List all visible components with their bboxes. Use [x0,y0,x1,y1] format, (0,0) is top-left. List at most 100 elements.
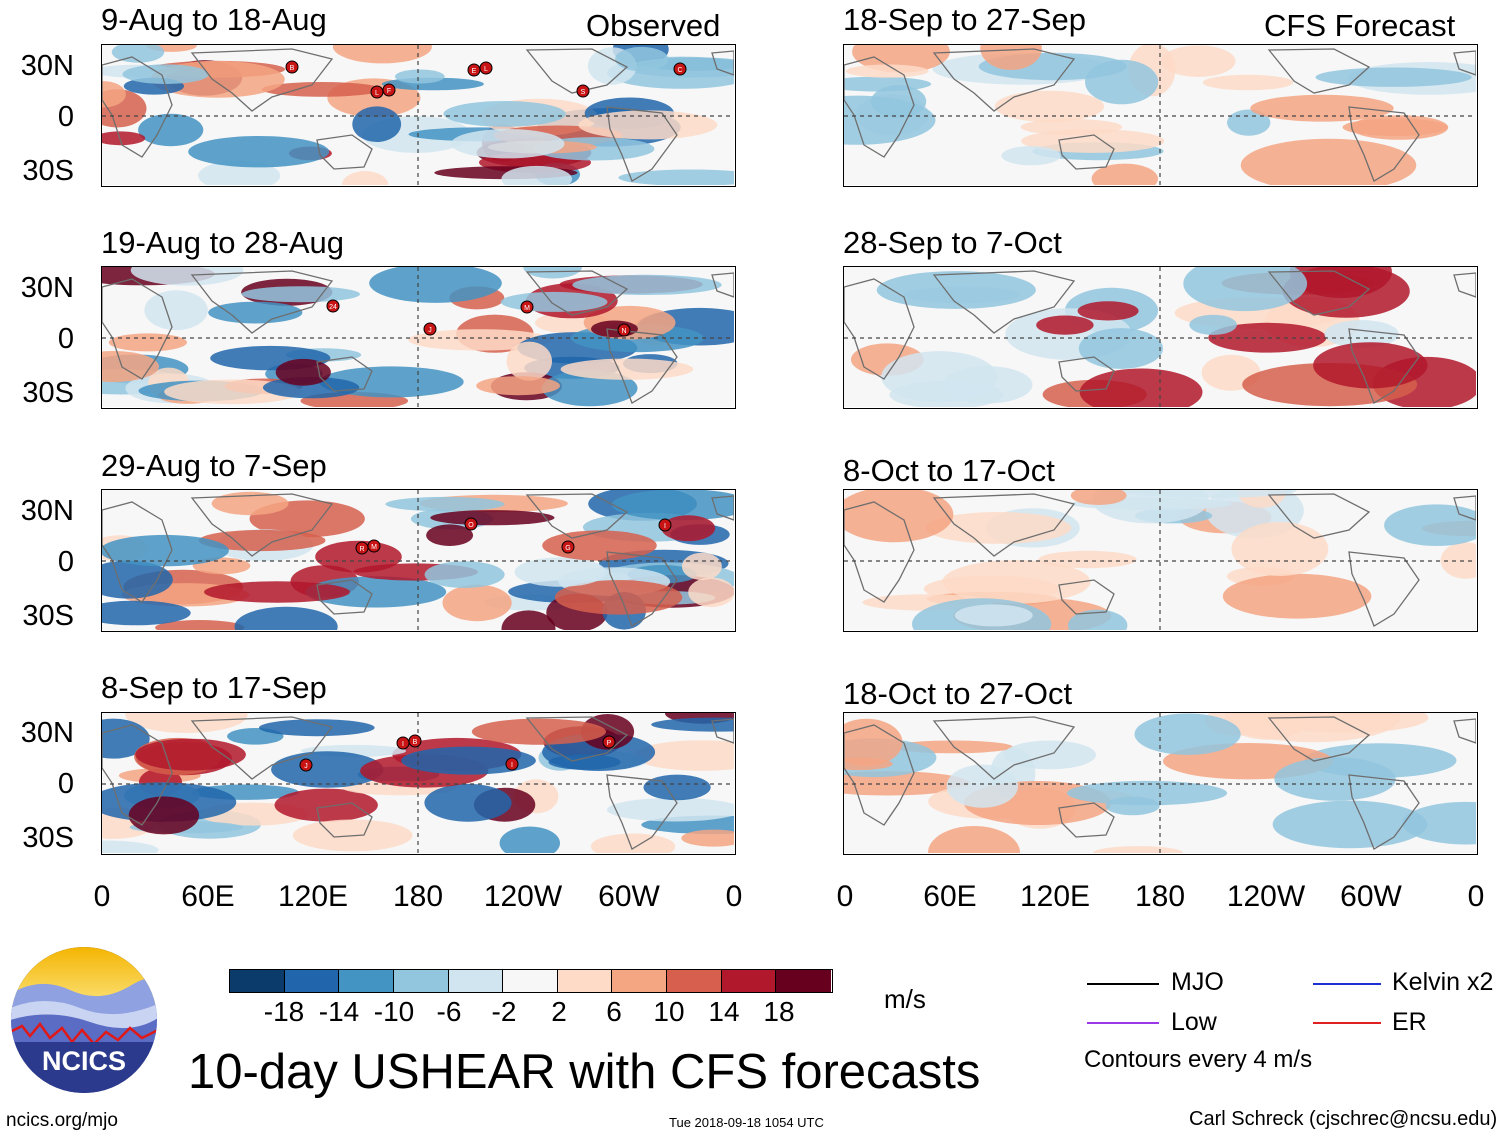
shear-anomaly-blob [499,826,560,853]
shear-anomaly-blob [1272,800,1428,849]
colorbar-swatch [448,970,504,992]
forecast-map-panel-3 [843,489,1478,632]
shear-anomaly-blob [332,45,432,64]
shear-anomaly-blob [942,560,1091,604]
shear-anomaly-blob [450,129,565,159]
coastline [844,56,915,158]
shear-anomaly-blob [443,101,566,127]
shear-anomaly-blob [1020,119,1123,135]
shear-anomaly-blob [1240,138,1417,185]
svg-text:S: S [581,89,586,96]
colorbar [229,969,833,993]
x-tick-60e: 60E [923,880,977,913]
coastline [1348,328,1420,404]
shear-anomaly-blob [681,552,722,581]
shear-anomaly-blob [871,85,927,118]
svg-text:B: B [290,65,295,72]
shear-anomaly-blob [611,490,734,521]
shear-anomaly-blob [606,797,734,822]
shear-anomaly-blob [1105,796,1160,816]
shear-anomaly-blob [352,106,402,142]
colorbar-swatch [557,970,613,992]
shear-anomaly-blob [1085,59,1159,105]
observed-map-panel-4: B I P J I [101,712,736,855]
shear-anomaly-blob [128,796,200,835]
shear-anomaly-blob [1123,490,1297,498]
shear-anomaly-blob [1066,780,1228,806]
coastline [316,356,373,392]
svg-text:E: E [472,68,477,75]
coastline [606,328,678,404]
shear-anomaly-blob [548,754,621,770]
colorbar-tick: 14 [708,996,740,1027]
shear-anomaly-blob [590,833,676,853]
shear-anomaly-blob [514,557,607,587]
shear-anomaly-blob [188,136,330,168]
x-tick-60w: 60W [598,880,660,913]
y-tick-30s: 30S [22,155,74,187]
storm-marker: L [370,85,384,99]
storm-marker: I [505,757,519,771]
y-tick-0: 0 [57,323,74,355]
coastline [711,50,734,76]
legend-er-label: ER [1392,1008,1427,1036]
shear-anomaly-blob [1250,94,1394,122]
storm-marker: R [355,541,369,555]
shear-anomaly-blob [681,829,734,847]
colorbar-swatch [503,970,558,992]
colorbar-tick: -2 [491,996,517,1027]
colorbar-tick: 10 [653,996,685,1027]
shear-anomaly-blob [234,606,338,630]
shear-anomaly-blob [102,600,191,626]
y-tick-30n: 30N [20,50,74,82]
main-title: 10-day USHEAR with CFS forecasts [188,1045,981,1099]
x-tick-120e: 120E [1019,880,1091,913]
shear-anomaly-blob [500,291,608,312]
x-tick-180: 180 [1134,880,1186,913]
svg-text:B: B [413,739,418,746]
coastline [1453,718,1476,744]
storm-marker: S [576,84,590,98]
coastline [1058,579,1115,615]
shear-anomaly-blob [442,584,512,622]
shear-anomaly-blob [980,45,1042,70]
svg-text:I: I [402,741,404,748]
coastline [102,56,173,158]
shear-anomaly-blob [1134,713,1241,755]
shear-anomaly-blob [661,515,716,542]
svg-text:O: O [468,522,474,529]
coastline [1348,774,1420,850]
shear-anomaly-blob [102,534,229,567]
storm-marker: B [285,60,299,74]
coastline [525,716,629,762]
colorbar-swatch [230,970,285,992]
storm-marker: J [299,758,313,772]
shear-anomaly-blob [305,576,447,608]
svg-text:N: N [621,328,626,335]
storm-marker: 24 [326,299,340,313]
shear-anomaly-blob [1384,504,1476,546]
svg-text:G: G [565,545,570,552]
colorbar-swatch [339,970,394,992]
x-tick-60w: 60W [1340,880,1402,913]
shear-anomaly-blob [476,376,560,396]
svg-text:F: F [387,88,391,95]
shear-anomaly-blob [845,64,929,78]
shear-anomaly-blob [471,718,606,745]
shear-anomaly-blob [1021,129,1165,153]
colorbar-swatch [393,970,449,992]
storm-marker: N [617,323,631,337]
y-tick-30s: 30S [22,377,74,409]
shear-anomaly-blob [994,90,1105,123]
shear-anomaly-blob [1315,67,1472,87]
coastline [190,270,334,334]
coastline [844,724,915,826]
storm-marker: J [423,322,437,336]
shear-anomaly-blob [271,751,384,788]
shear-anomaly-blob [1183,267,1308,312]
colorbar-tick: -14 [318,996,360,1027]
coastline [1453,495,1476,521]
observed-map-panel-3: M O G I R [101,489,736,632]
shear-anomaly-blob [578,110,718,140]
coastline [525,270,629,316]
